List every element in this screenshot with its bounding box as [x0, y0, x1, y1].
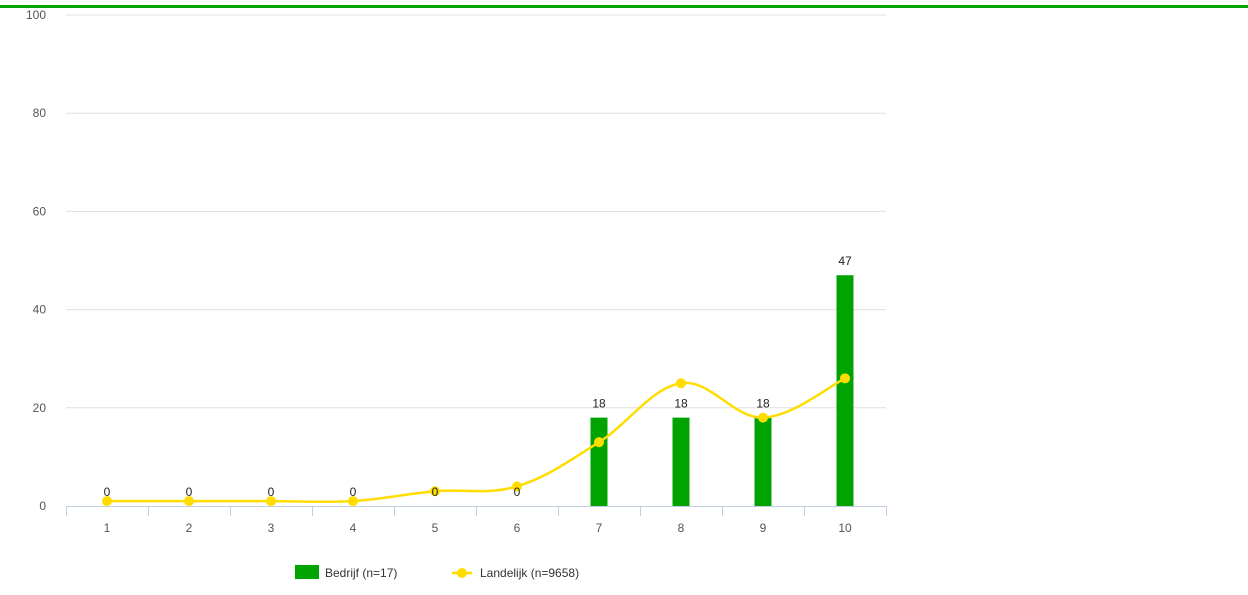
- top-accent-rule: [0, 5, 1248, 8]
- bar-label-2: 0: [186, 485, 193, 499]
- bar-7: [590, 417, 608, 506]
- x-tick-label-3: 3: [268, 521, 275, 535]
- bar-label-10: 47: [838, 254, 852, 268]
- bar-label-5: 0: [432, 485, 439, 499]
- bar-8: [672, 417, 690, 506]
- point-landelijk-7: [594, 437, 604, 448]
- point-landelijk-9: [758, 412, 768, 423]
- bar-label-1: 0: [104, 485, 111, 499]
- x-tick-label-9: 9: [760, 521, 767, 535]
- point-landelijk-3: [266, 496, 276, 507]
- point-landelijk-2: [184, 496, 194, 507]
- point-landelijk-4: [348, 496, 358, 507]
- bar-label-9: 18: [756, 397, 770, 411]
- bar-label-7: 18: [592, 397, 606, 411]
- gridlines: [66, 14, 886, 409]
- x-tick-label-4: 4: [350, 521, 357, 535]
- legend-label-landelijk[interactable]: Landelijk (n=9658): [480, 566, 579, 580]
- legend-label-bedrijf[interactable]: Bedrijf (n=17): [325, 566, 397, 580]
- x-tick-label-10: 10: [838, 521, 852, 535]
- legend-swatch-bedrijf[interactable]: [295, 565, 319, 579]
- y-tick-label-80: 80: [33, 106, 47, 120]
- bar-10: [836, 275, 854, 506]
- line-landelijk: [107, 377, 846, 504]
- x-tick-label-7: 7: [596, 521, 603, 535]
- point-landelijk-6: [512, 481, 522, 492]
- bar-label-4: 0: [350, 485, 357, 499]
- bar-label-3: 0: [268, 485, 275, 499]
- bar-label-6: 0: [514, 485, 521, 499]
- legend[interactable]: Bedrijf (n=17) Landelijk (n=9658): [295, 565, 579, 580]
- x-tick-label-8: 8: [678, 521, 685, 535]
- line-series: [102, 373, 850, 507]
- x-axis: 1 2 3 4 5 6 7 8 9 10: [66, 506, 887, 535]
- y-tick-label-100: 100: [26, 8, 46, 22]
- legend-marker-landelijk[interactable]: [457, 568, 467, 578]
- y-axis: 0 20 40 60 80 100: [26, 8, 46, 513]
- bar-data-labels: 0 0 0 0 0 0 18 18 18 47: [104, 254, 852, 499]
- y-tick-label-60: 60: [33, 204, 47, 218]
- bar-9: [754, 417, 772, 506]
- bar-label-8: 18: [674, 397, 688, 411]
- y-tick-label-20: 20: [33, 401, 47, 415]
- x-tick-label-2: 2: [186, 521, 193, 535]
- x-tick-label-1: 1: [104, 521, 111, 535]
- point-landelijk-1: [102, 496, 112, 507]
- x-tick-label-6: 6: [514, 521, 521, 535]
- point-landelijk-8: [676, 378, 686, 389]
- y-tick-label-0: 0: [39, 499, 46, 513]
- point-landelijk-5: [430, 486, 440, 497]
- point-landelijk-10: [840, 373, 850, 384]
- x-tick-label-5: 5: [432, 521, 439, 535]
- y-tick-label-40: 40: [33, 303, 47, 317]
